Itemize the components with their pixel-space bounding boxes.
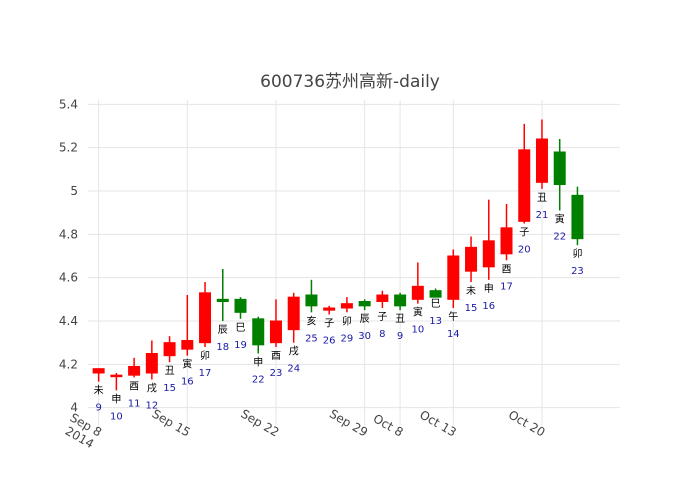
y-tick-label: 4.6 xyxy=(59,271,78,285)
day-label: 15 xyxy=(163,383,176,394)
day-label: 26 xyxy=(323,336,336,347)
ganzhi-label: 酉 xyxy=(129,381,139,392)
day-label: 22 xyxy=(553,232,566,243)
day-label: 22 xyxy=(252,375,265,386)
ganzhi-label: 亥 xyxy=(306,314,316,327)
candle-body xyxy=(571,194,584,240)
day-label: 10 xyxy=(110,411,123,422)
day-label: 18 xyxy=(216,342,229,353)
ganzhi-label: 寅 xyxy=(413,306,423,319)
day-label: 14 xyxy=(447,329,460,340)
y-tick-label: 4.8 xyxy=(59,227,78,241)
ganzhi-label: 卯 xyxy=(342,315,352,327)
candle-body xyxy=(482,240,495,268)
candle-body xyxy=(358,301,371,307)
day-label: 16 xyxy=(181,377,194,388)
day-label: 23 xyxy=(571,266,584,277)
y-tick-label: 4.2 xyxy=(59,357,78,371)
ganzhi-label: 未 xyxy=(466,285,476,297)
ganzhi-label: 寅 xyxy=(182,358,192,371)
candle-body xyxy=(252,318,265,346)
day-label: 30 xyxy=(358,331,371,342)
chart-title: 600736苏州高新-daily xyxy=(260,72,440,92)
day-label: 19 xyxy=(234,340,247,351)
ganzhi-label: 寅 xyxy=(555,213,565,226)
candle-body xyxy=(429,290,442,298)
candle-body xyxy=(323,307,336,311)
day-label: 24 xyxy=(287,364,300,375)
day-label: 17 xyxy=(500,281,513,292)
day-label: 12 xyxy=(145,401,158,412)
annotation-layer: 未9申10酉11戌12丑15寅16卯17辰18巳19申22酉23戌24亥25子2… xyxy=(94,193,584,423)
candle-body xyxy=(216,298,229,303)
ganzhi-label: 午 xyxy=(448,310,458,323)
day-label: 17 xyxy=(199,368,212,379)
y-tick-label: 5 xyxy=(70,184,78,198)
candle-body xyxy=(500,227,513,255)
candle-body xyxy=(465,246,478,272)
candle-body xyxy=(269,320,282,344)
candle-body xyxy=(305,294,318,307)
ganzhi-label: 戌 xyxy=(289,345,299,358)
candle-body xyxy=(128,366,141,376)
day-label: 29 xyxy=(341,333,354,344)
ganzhi-label: 卯 xyxy=(200,350,210,362)
day-label: 16 xyxy=(482,301,495,312)
ganzhi-label: 巳 xyxy=(431,298,441,310)
ganzhi-label: 丑 xyxy=(165,366,175,377)
candle-body xyxy=(376,294,389,302)
ganzhi-label: 未 xyxy=(94,385,104,397)
day-label: 10 xyxy=(411,325,424,336)
day-label: 21 xyxy=(536,210,549,221)
day-label: 15 xyxy=(465,303,478,314)
ganzhi-label: 辰 xyxy=(360,313,370,325)
ganzhi-label: 子 xyxy=(324,318,334,330)
candle-body xyxy=(340,303,353,309)
y-tick-label: 5.2 xyxy=(59,141,78,155)
y-tick-label: 5.4 xyxy=(59,97,78,111)
ganzhi-label: 申 xyxy=(111,392,121,405)
ganzhi-label: 卯 xyxy=(572,248,582,260)
candle-body xyxy=(535,138,548,183)
day-label: 13 xyxy=(429,316,442,327)
y-tick-label: 4 xyxy=(70,401,78,415)
candle-body xyxy=(234,298,247,313)
ganzhi-label: 申 xyxy=(253,356,263,369)
candle-body xyxy=(199,292,212,344)
day-label: 11 xyxy=(128,398,141,409)
ganzhi-label: 酉 xyxy=(271,351,281,362)
candle-body xyxy=(110,374,123,378)
ganzhi-label: 辰 xyxy=(218,324,228,336)
candle-body xyxy=(145,353,158,374)
candle-body xyxy=(447,255,460,300)
candle-body xyxy=(92,368,105,374)
candle-body xyxy=(181,340,194,350)
day-label: 20 xyxy=(518,245,531,256)
day-label: 23 xyxy=(270,368,283,379)
ganzhi-label: 子 xyxy=(377,311,387,323)
ganzhi-label: 巳 xyxy=(236,322,246,334)
candle-layer xyxy=(92,119,584,391)
ganzhi-label: 申 xyxy=(484,282,494,295)
candle-body xyxy=(518,149,531,222)
ganzhi-label: 酉 xyxy=(502,264,512,275)
day-label: 9 xyxy=(95,403,101,414)
ganzhi-label: 丑 xyxy=(537,193,547,204)
candle-body xyxy=(411,285,424,300)
day-label: 25 xyxy=(305,333,318,344)
day-label: 8 xyxy=(379,329,385,340)
candle-body xyxy=(394,294,407,307)
y-tick-label: 4.4 xyxy=(59,314,78,328)
day-label: 9 xyxy=(397,331,403,342)
candle-body xyxy=(553,151,566,185)
candle-body xyxy=(163,342,176,357)
ganzhi-label: 丑 xyxy=(395,314,405,325)
ganzhi-label: 戌 xyxy=(147,382,157,395)
ganzhi-label: 子 xyxy=(519,227,529,239)
grid-layer xyxy=(88,100,620,425)
candle-body xyxy=(287,296,300,331)
